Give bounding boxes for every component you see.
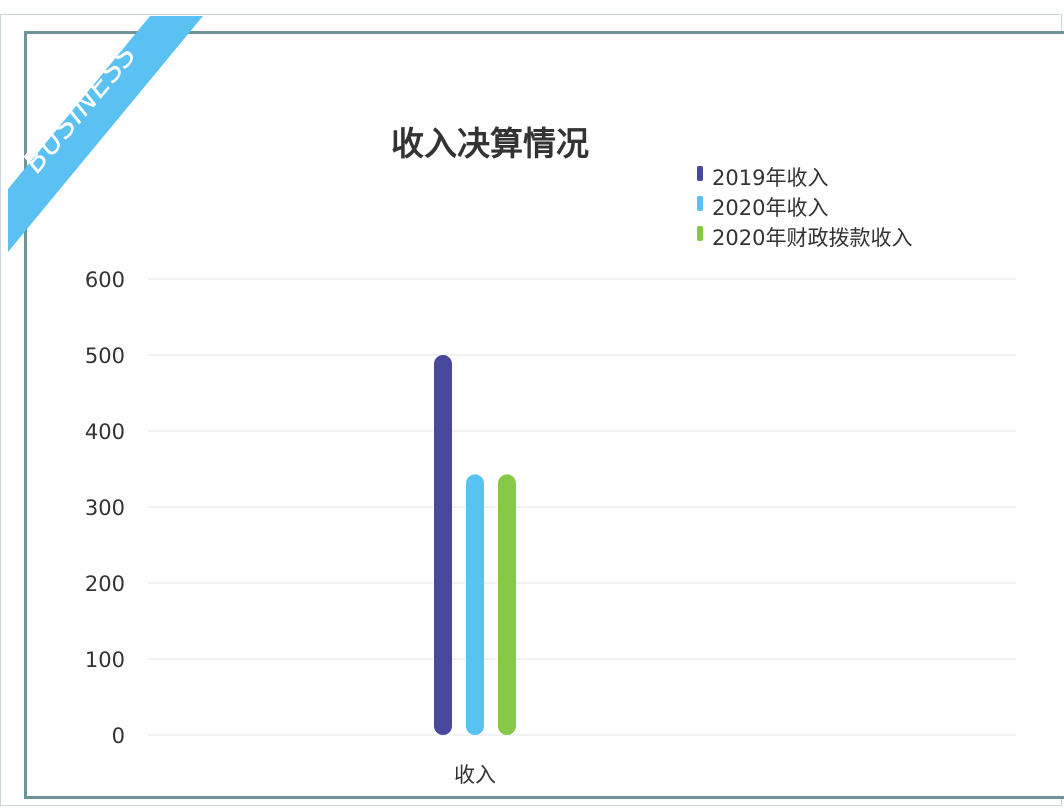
gridlines	[148, 278, 1016, 736]
y-axis-ticks: 0 100 200 300 400 500 600	[85, 268, 125, 748]
y-tick-label: 600	[85, 268, 125, 292]
legend-label: 2019年收入	[712, 166, 828, 190]
bar-2	[466, 474, 484, 735]
legend-swatch	[697, 226, 703, 241]
legend-swatch	[697, 166, 703, 181]
y-tick-label: 0	[112, 724, 125, 748]
y-tick-label: 100	[85, 648, 125, 672]
legend-swatch	[697, 196, 703, 211]
chart-title: 收入决算情况	[391, 124, 589, 163]
x-axis-categories: 收入	[454, 763, 496, 787]
bars	[434, 355, 516, 735]
y-tick-label: 400	[85, 420, 125, 444]
bar-1	[434, 355, 452, 735]
bar-3	[498, 474, 516, 735]
legend-label: 2020年财政拨款收入	[712, 226, 912, 250]
y-tick-label: 500	[85, 344, 125, 368]
legend-label: 2020年收入	[712, 196, 828, 220]
legend: 2019年收入 2020年收入 2020年财政拨款收入	[697, 166, 912, 250]
y-tick-label: 200	[85, 572, 125, 596]
x-category-label: 收入	[454, 763, 496, 787]
y-tick-label: 300	[85, 496, 125, 520]
